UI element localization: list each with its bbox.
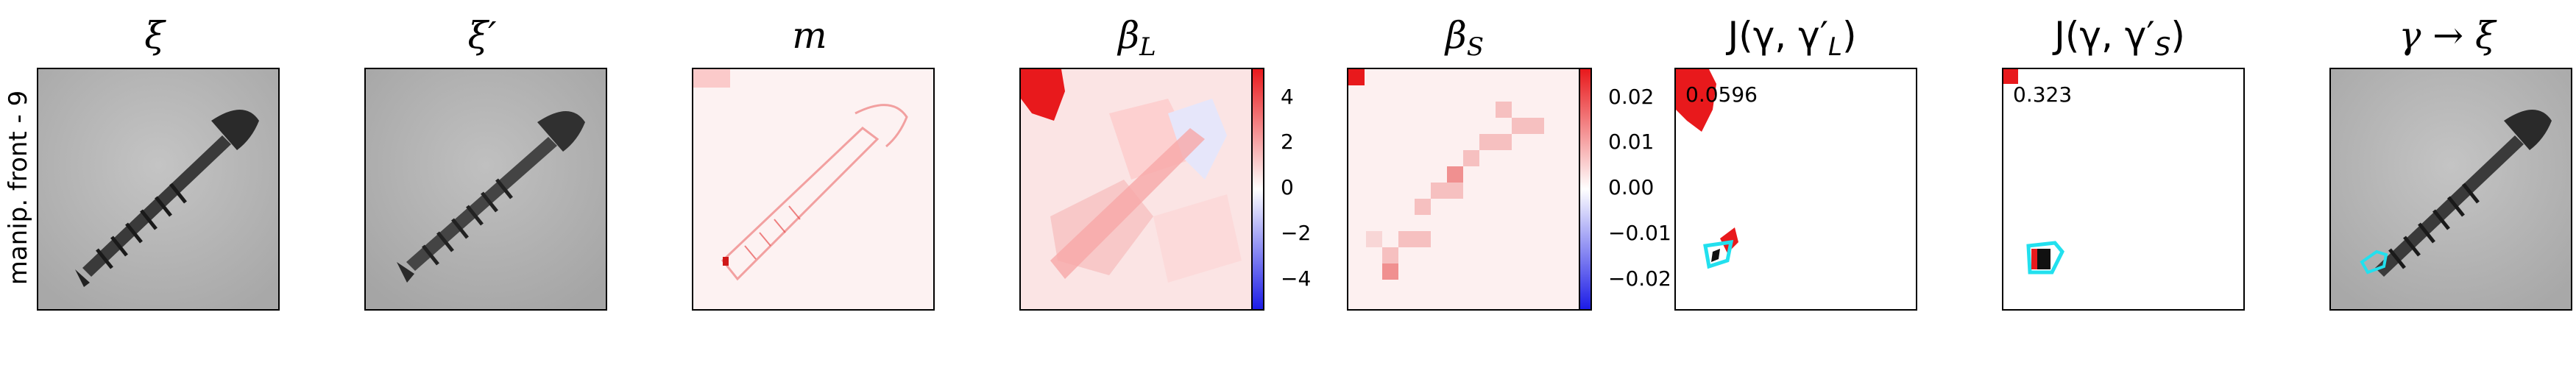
cbar-s-tick-4: −0.01 xyxy=(1608,221,1671,245)
difference-map xyxy=(693,69,933,309)
score-j-s: 0.323 xyxy=(2013,82,2073,107)
beta-s-heatmap xyxy=(1348,69,1588,309)
title-xi-prime: ξ′ xyxy=(467,14,497,57)
score-j-l: 0.0596 xyxy=(1685,82,1758,107)
title-beta-l: βL xyxy=(1118,14,1156,62)
screw-image-original xyxy=(38,69,278,309)
image-m xyxy=(692,68,935,311)
image-gamma-to-xi xyxy=(2329,68,2572,311)
cbar-s-tick-2: 0.01 xyxy=(1608,130,1655,154)
cbar-l-tick-4: −2 xyxy=(1281,221,1312,245)
title-gamma-to-xi: γ → ξ xyxy=(2399,14,2496,57)
beta-l-heatmap xyxy=(1021,69,1261,309)
colorbar-beta-l xyxy=(1251,68,1264,311)
row-label: manip. front - 9 xyxy=(4,90,33,286)
image-j-l xyxy=(1674,68,1917,311)
screw-shape xyxy=(75,110,259,287)
cbar-l-tick-1: 4 xyxy=(1281,85,1294,109)
image-beta-s xyxy=(1347,68,1590,311)
colorbar-beta-s xyxy=(1579,68,1592,311)
cbar-l-tick-3: 0 xyxy=(1281,175,1294,199)
title-beta-s: βS xyxy=(1445,14,1485,62)
jaccard-l-overlay xyxy=(1676,69,1916,309)
cbar-s-tick-3: 0.00 xyxy=(1608,175,1655,199)
title-xi: ξ xyxy=(144,14,165,57)
screw-image-with-contour xyxy=(2331,69,2571,309)
cbar-s-tick-1: 0.02 xyxy=(1608,85,1655,109)
cbar-s-tick-5: −0.02 xyxy=(1608,266,1671,291)
jaccard-s-overlay xyxy=(2003,69,2243,309)
screw-image-manipulated xyxy=(366,69,606,309)
title-m: m xyxy=(792,14,827,57)
image-j-s xyxy=(2002,68,2245,311)
title-j-l: J(γ, γ′L) xyxy=(1727,14,1857,62)
title-j-s: J(γ, γ′S) xyxy=(2054,14,2185,62)
cbar-l-tick-2: 2 xyxy=(1281,130,1294,154)
image-beta-l xyxy=(1019,68,1262,311)
image-xi-prime xyxy=(364,68,607,311)
image-xi xyxy=(37,68,280,311)
cbar-l-tick-5: −4 xyxy=(1281,266,1312,291)
